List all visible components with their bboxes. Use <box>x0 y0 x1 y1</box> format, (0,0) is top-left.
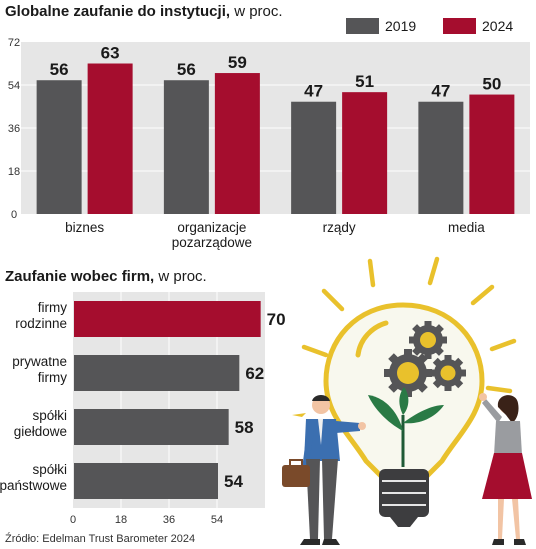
lightbulb-gears-people-illustration <box>282 256 532 545</box>
bar-2024 <box>342 92 388 214</box>
data-label: 47 <box>431 82 450 101</box>
data-label: 47 <box>304 82 323 101</box>
y-category-label: prywatne <box>12 354 67 369</box>
vertical-bar-chart: 0 18 36 54 72 56 63 biznes 56 59 organizacjepozarz… <box>8 37 530 250</box>
x-category-label: pozarządowe <box>172 235 252 250</box>
source-note: Źródło: Edelman Trust Barometer 2024 <box>5 533 196 545</box>
legend-label-2019: 2019 <box>385 18 417 34</box>
data-label: 70 <box>267 310 286 329</box>
data-label: 51 <box>355 72 374 91</box>
x-tick-label: 36 <box>163 514 175 526</box>
legend-label-2024: 2024 <box>482 18 514 34</box>
bar-2019 <box>418 101 464 214</box>
y-category-label: rodzinne <box>15 316 67 331</box>
data-label: 62 <box>245 364 264 383</box>
hbar <box>74 463 218 499</box>
x-category-label: media <box>448 220 485 235</box>
bar-2024 <box>214 73 260 214</box>
data-label: 59 <box>228 53 247 72</box>
hbar <box>74 409 229 445</box>
y-category-label: firmy <box>38 370 67 385</box>
chart1-title: Globalne zaufanie do instytucji, w proc. <box>5 3 283 20</box>
data-label: 56 <box>177 60 196 79</box>
data-label: 58 <box>235 418 254 437</box>
bar-2024 <box>87 63 133 214</box>
bar-2019 <box>36 80 82 214</box>
legend-swatch-2019 <box>346 18 379 34</box>
businesswoman-icon <box>479 393 532 545</box>
bulb-base-icon <box>379 469 429 527</box>
x-tick-label: 18 <box>115 514 127 526</box>
legend-2019: 2019 <box>346 18 416 34</box>
bar-2024 <box>469 94 515 214</box>
x-tick-label: 54 <box>211 514 223 526</box>
data-label: 63 <box>101 44 120 63</box>
bar-2019 <box>291 101 337 214</box>
horizontal-bar-chart: 0 18 36 5470firmyrodzinne62prywatnefirmy58s… <box>0 292 286 526</box>
hbar <box>74 301 261 337</box>
gears-icon <box>384 321 466 397</box>
y-category-label: spółki <box>32 462 67 477</box>
businessman-icon <box>282 395 366 545</box>
y-category-label: firmy <box>38 300 67 315</box>
y-category-label: giełdowe <box>14 424 67 439</box>
y-category-label: spółki <box>32 408 67 423</box>
chart2-title: Zaufanie wobec firm, w proc. <box>5 268 207 285</box>
x-category-label: rządy <box>323 220 356 235</box>
y-category-label: państwowe <box>0 478 67 493</box>
bar-2019 <box>163 80 209 214</box>
data-label: 56 <box>50 60 69 79</box>
light-rays-icon <box>301 256 517 394</box>
plant-icon <box>368 387 444 467</box>
x-tick-label: 0 <box>70 514 76 526</box>
x-category-label: organizacje <box>177 220 246 235</box>
y-tick-label: 18 <box>8 166 20 178</box>
data-label: 54 <box>224 472 243 491</box>
y-tick-label: 72 <box>8 37 20 49</box>
hbar <box>74 355 240 391</box>
data-label: 50 <box>482 75 501 94</box>
y-tick-label: 36 <box>8 123 20 135</box>
x-category-label: biznes <box>65 220 104 235</box>
y-tick-label: 0 <box>11 209 17 221</box>
legend-swatch-2024 <box>443 18 476 34</box>
y-tick-label: 54 <box>8 80 20 92</box>
legend-2024: 2024 <box>443 18 513 34</box>
